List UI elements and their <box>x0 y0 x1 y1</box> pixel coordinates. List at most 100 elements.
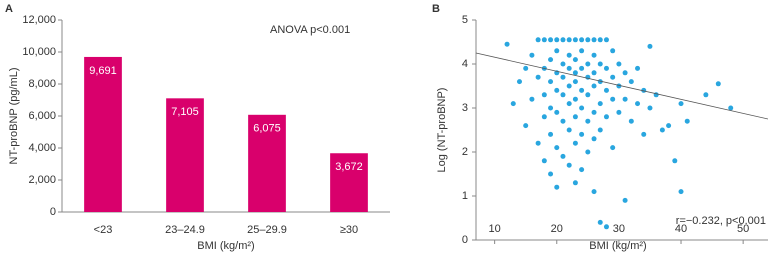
point <box>554 184 560 190</box>
point <box>715 81 721 87</box>
point <box>585 118 591 124</box>
y-tick-label: 2,000 <box>28 174 56 186</box>
point <box>572 114 578 120</box>
point <box>591 83 597 89</box>
point <box>585 37 591 43</box>
point <box>579 48 585 54</box>
point <box>628 118 634 124</box>
y-tick-label: 5 <box>462 14 468 26</box>
point <box>572 37 578 43</box>
point <box>541 37 547 43</box>
value-label: 9,691 <box>89 65 117 77</box>
panel-label: A <box>5 3 13 15</box>
point <box>585 61 591 67</box>
point <box>622 70 628 76</box>
point <box>560 153 566 159</box>
point <box>678 189 684 195</box>
point <box>678 101 684 107</box>
point <box>541 92 547 98</box>
point <box>622 197 628 203</box>
point <box>566 52 572 58</box>
point <box>516 79 522 85</box>
annotation: ANOVA p<0.001 <box>270 24 350 36</box>
point <box>591 109 597 115</box>
point <box>504 41 510 47</box>
point <box>572 57 578 63</box>
point <box>566 101 572 107</box>
point <box>535 74 541 80</box>
point <box>572 96 578 102</box>
point <box>585 149 591 155</box>
point <box>591 136 597 142</box>
point <box>585 92 591 98</box>
y-axis-label: Log (NT-proBNP) <box>436 88 448 173</box>
point <box>597 61 603 67</box>
point <box>591 37 597 43</box>
point <box>566 127 572 133</box>
x-tick-label: 30 <box>613 223 625 235</box>
trend-line <box>475 52 768 120</box>
x-tick-label: 10 <box>489 223 501 235</box>
point <box>566 65 572 71</box>
y-tick-label: 1 <box>462 190 468 202</box>
point <box>597 37 603 43</box>
point <box>579 87 585 93</box>
point <box>616 109 622 115</box>
y-tick-label: 2 <box>462 146 468 158</box>
point <box>523 65 529 71</box>
x-tick-label: 50 <box>737 223 749 235</box>
y-tick-label: 12,000 <box>22 14 56 26</box>
point <box>541 114 547 120</box>
point <box>603 224 609 230</box>
point <box>659 127 665 133</box>
point <box>728 105 734 111</box>
x-tick-label: ≥30 <box>340 224 358 236</box>
point <box>684 118 690 124</box>
x-tick-label: 25–29.9 <box>247 224 287 236</box>
point <box>541 158 547 164</box>
point <box>622 96 628 102</box>
point <box>597 219 603 225</box>
point <box>703 92 709 98</box>
point <box>603 114 609 120</box>
point <box>647 43 653 49</box>
x-tick-label: 23–24.9 <box>165 224 205 236</box>
point <box>548 37 554 43</box>
point <box>579 167 585 173</box>
point <box>554 145 560 151</box>
point <box>554 109 560 115</box>
bar <box>248 114 286 212</box>
point <box>548 171 554 177</box>
point <box>572 180 578 186</box>
x-tick-label: 40 <box>675 223 687 235</box>
point <box>591 70 597 76</box>
point <box>579 131 585 137</box>
y-tick-label: 0 <box>462 234 468 246</box>
point <box>535 37 541 43</box>
bar <box>330 153 368 212</box>
point <box>579 105 585 111</box>
point <box>597 127 603 133</box>
point <box>560 37 566 43</box>
y-tick-label: 6,000 <box>28 110 56 122</box>
bar <box>84 56 122 212</box>
point <box>560 74 566 80</box>
point <box>616 61 622 67</box>
value-label: 6,075 <box>253 123 281 135</box>
point <box>579 37 585 43</box>
point <box>603 37 609 43</box>
y-axis-label: NT-proBNP (pg/mL) <box>8 68 20 165</box>
point <box>597 101 603 107</box>
bar <box>166 98 204 212</box>
point <box>641 87 647 93</box>
point <box>666 123 672 129</box>
point <box>554 48 560 54</box>
value-label: 3,672 <box>335 161 363 173</box>
point <box>610 96 616 102</box>
point <box>635 65 641 71</box>
point <box>603 87 609 93</box>
x-tick-label: <23 <box>94 224 113 236</box>
panel-label: B <box>432 3 440 15</box>
point <box>635 101 641 107</box>
